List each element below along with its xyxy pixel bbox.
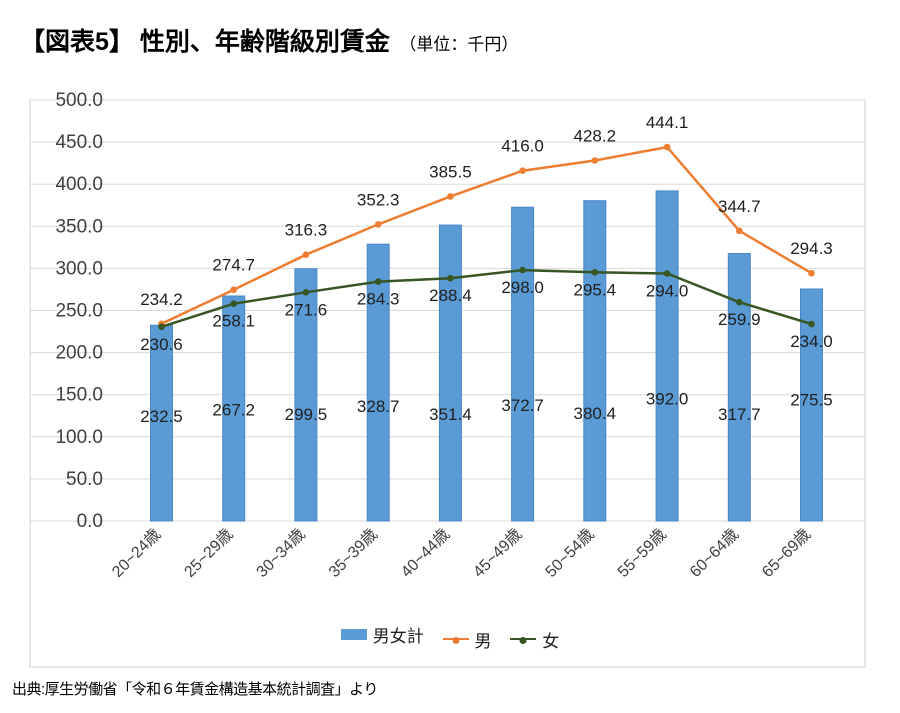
svg-text:416.0: 416.0 <box>501 137 544 156</box>
svg-text:380.4: 380.4 <box>574 404 617 423</box>
svg-text:400.0: 400.0 <box>55 174 103 195</box>
svg-text:45~49歳: 45~49歳 <box>470 525 526 581</box>
svg-text:200.0: 200.0 <box>55 343 103 364</box>
svg-text:250.0: 250.0 <box>55 301 103 322</box>
svg-text:300.0: 300.0 <box>55 258 103 279</box>
svg-text:0.0: 0.0 <box>77 511 103 532</box>
svg-text:274.7: 274.7 <box>212 256 255 275</box>
svg-text:259.9: 259.9 <box>718 310 761 329</box>
svg-text:385.5: 385.5 <box>429 162 472 181</box>
svg-text:299.5: 299.5 <box>285 405 328 424</box>
svg-text:232.5: 232.5 <box>140 407 183 426</box>
svg-text:234.2: 234.2 <box>140 290 183 309</box>
svg-text:392.0: 392.0 <box>646 389 689 408</box>
svg-text:428.2: 428.2 <box>574 127 617 146</box>
svg-text:50.0: 50.0 <box>66 469 103 490</box>
svg-text:20~24歳: 20~24歳 <box>109 525 165 581</box>
svg-text:275.5: 275.5 <box>790 391 833 410</box>
svg-text:294.0: 294.0 <box>646 282 689 301</box>
svg-text:267.2: 267.2 <box>212 401 255 420</box>
svg-text:30~34歳: 30~34歳 <box>253 525 309 581</box>
svg-text:352.3: 352.3 <box>357 190 400 209</box>
svg-text:60~64歳: 60~64歳 <box>686 525 742 581</box>
svg-text:295.4: 295.4 <box>574 280 617 299</box>
svg-text:351.4: 351.4 <box>429 405 472 424</box>
svg-text:317.7: 317.7 <box>718 405 761 424</box>
svg-text:100.0: 100.0 <box>55 427 103 448</box>
svg-text:35~39歳: 35~39歳 <box>325 525 381 581</box>
svg-text:350.0: 350.0 <box>55 216 103 237</box>
svg-text:294.3: 294.3 <box>790 239 833 258</box>
svg-text:230.6: 230.6 <box>140 335 183 354</box>
svg-text:258.1: 258.1 <box>212 312 255 331</box>
svg-text:444.1: 444.1 <box>646 113 689 132</box>
svg-text:25~29歳: 25~29歳 <box>181 525 237 581</box>
svg-text:450.0: 450.0 <box>55 132 103 153</box>
svg-text:271.6: 271.6 <box>285 300 328 319</box>
svg-text:150.0: 150.0 <box>55 385 103 406</box>
svg-text:298.0: 298.0 <box>501 278 544 297</box>
svg-text:55~59歳: 55~59歳 <box>614 525 670 581</box>
svg-text:328.7: 328.7 <box>357 397 400 416</box>
svg-text:288.4: 288.4 <box>429 286 472 305</box>
svg-text:372.7: 372.7 <box>501 396 544 415</box>
svg-text:344.7: 344.7 <box>718 197 761 216</box>
svg-text:284.3: 284.3 <box>357 290 400 309</box>
svg-text:65~69歳: 65~69歳 <box>759 525 815 581</box>
svg-text:50~54歳: 50~54歳 <box>542 525 598 581</box>
svg-text:316.3: 316.3 <box>285 221 328 240</box>
svg-text:500.0: 500.0 <box>55 90 103 111</box>
svg-text:40~44歳: 40~44歳 <box>397 525 453 581</box>
svg-text:234.0: 234.0 <box>790 332 833 351</box>
